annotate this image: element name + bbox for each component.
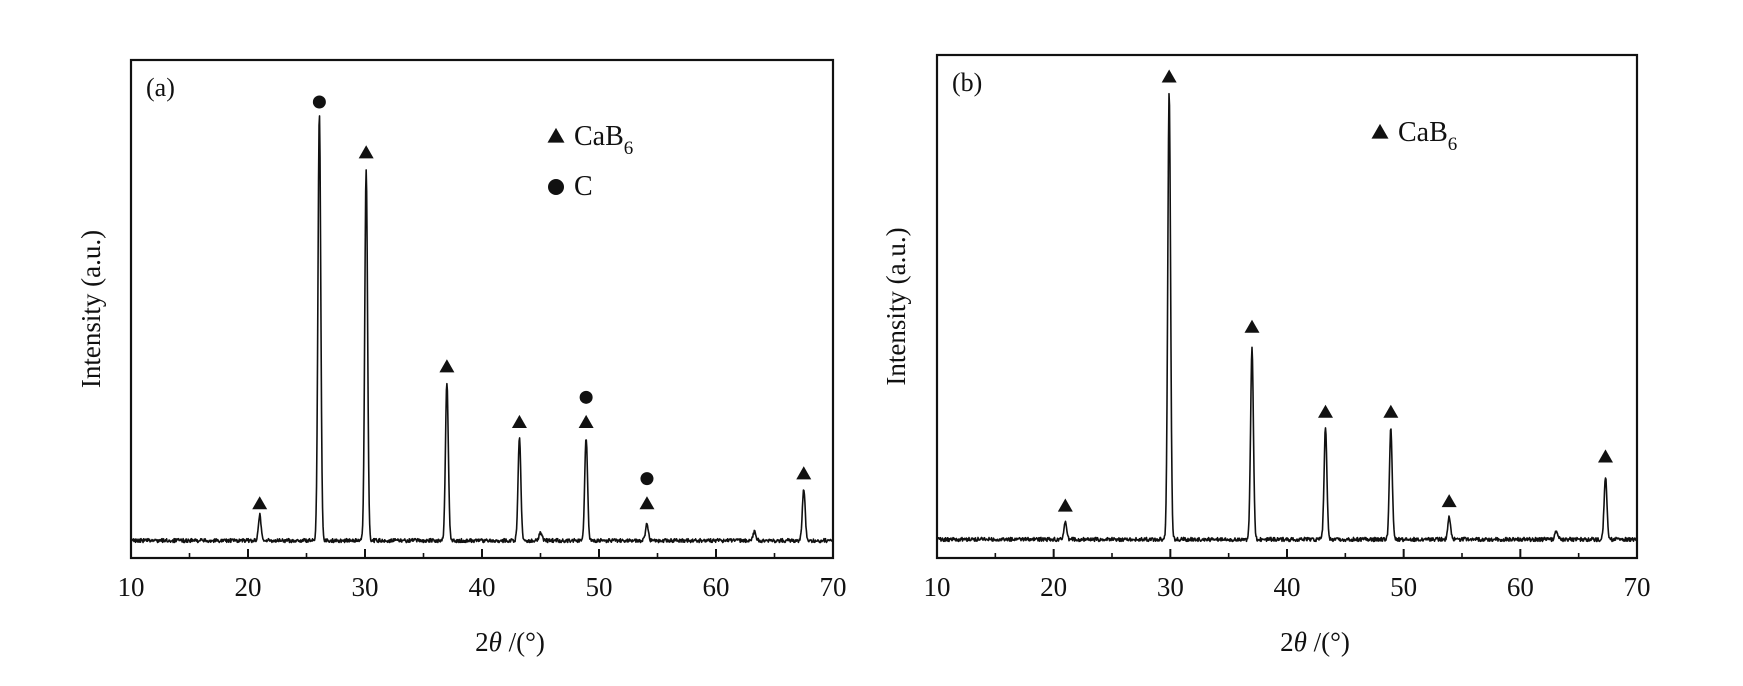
x-tick-label: 30	[352, 572, 379, 602]
cab6-peak-marker	[511, 414, 527, 428]
xrd-pattern-line	[130, 115, 834, 544]
cab6-peak-marker	[578, 414, 594, 428]
legend-entry: CaB6	[574, 121, 633, 159]
cab6-peak-marker	[639, 496, 655, 510]
cab6-peak-marker	[1383, 404, 1399, 418]
cab6-peak-marker	[1244, 319, 1260, 333]
x-axis-title: 2θ /(°)	[1280, 627, 1350, 657]
x-tick-label: 70	[1624, 572, 1651, 602]
panel-a: 10 20 30 40 50 60 70 (a) CaB6 C Intensity (a.u.) 2θ…	[76, 58, 847, 657]
x-tick-label: 60	[1507, 572, 1534, 602]
cab6-peak-marker	[1161, 69, 1177, 83]
carbon-peak-marker	[579, 390, 593, 404]
x-tick-label: 70	[820, 572, 847, 602]
carbon-peak-marker	[312, 95, 326, 109]
legend-circle-icon	[548, 179, 564, 195]
cab6-peak-marker	[1318, 404, 1333, 418]
x-tick-label: 40	[1274, 572, 1301, 602]
carbon-peak-marker	[640, 472, 654, 486]
plot-frame	[129, 58, 835, 560]
legend-triangle-icon	[1371, 123, 1389, 139]
y-axis-title: Intensity (a.u.)	[76, 230, 106, 388]
x-tick-label: 20	[1040, 572, 1067, 602]
legend-entry: CaB6	[1398, 117, 1457, 155]
x-tick-label: 10	[118, 572, 145, 602]
cab6-peak-marker	[1441, 494, 1457, 508]
cab6-peak-marker	[439, 359, 455, 373]
x-tick-label: 60	[703, 572, 730, 602]
x-tick-label: 50	[586, 572, 613, 602]
xrd-pattern-line	[936, 92, 1638, 543]
x-tick-label: 10	[924, 572, 951, 602]
panel-label: (b)	[952, 68, 982, 97]
y-axis-title: Intensity (a.u.)	[881, 227, 911, 385]
cab6-peak-marker	[358, 145, 374, 159]
x-tick-label: 30	[1157, 572, 1184, 602]
cab6-peak-marker	[1057, 498, 1073, 512]
x-tick-label: 40	[469, 572, 496, 602]
x-tick-label: 20	[235, 572, 262, 602]
cab6-peak-marker	[252, 496, 268, 510]
cab6-peak-marker	[1598, 449, 1613, 463]
cab6-peak-marker	[796, 466, 812, 480]
legend-entry: C	[574, 171, 593, 202]
x-axis-title: 2θ /(°)	[475, 627, 545, 657]
x-tick-label: 50	[1390, 572, 1417, 602]
legend-triangle-icon	[547, 127, 565, 143]
plot-frame	[935, 53, 1639, 560]
panel-b: 10 20 30 40 50 60 70 (b) CaB6 Intensity (a.u.) 2θ …	[881, 53, 1651, 657]
panel-label: (a)	[146, 73, 175, 102]
